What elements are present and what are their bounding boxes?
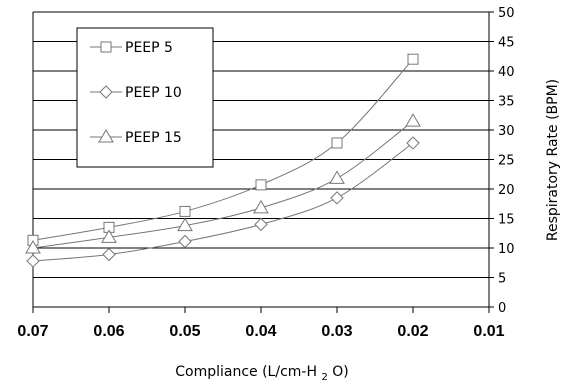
x-tick-label: 0.07 xyxy=(17,323,48,340)
series-area xyxy=(25,53,421,268)
legend-marker xyxy=(100,41,112,53)
data-point xyxy=(26,254,40,268)
series-peep-15 xyxy=(25,113,421,254)
y-tick-label: 25 xyxy=(498,154,515,169)
data-point xyxy=(253,199,269,214)
data-point xyxy=(177,217,193,232)
data-point xyxy=(101,229,117,243)
legend-label: PEEP 5 xyxy=(125,40,173,56)
axis-labels: Compliance (L/cm-H 2 O) Respiratory Rate… xyxy=(175,79,561,384)
y-tick-label: 5 xyxy=(498,272,506,287)
data-point xyxy=(254,217,268,232)
legend-box xyxy=(76,27,214,168)
y-tick-label: 0 xyxy=(498,301,506,316)
legend-label: PEEP 15 xyxy=(125,130,182,146)
data-point xyxy=(405,113,421,127)
x-tick-label: 0.06 xyxy=(93,323,124,340)
data-point xyxy=(407,53,419,65)
y-tick-label: 20 xyxy=(498,183,515,198)
y-tick-label: 50 xyxy=(498,6,515,21)
y-tick-label: 45 xyxy=(498,36,515,51)
legend-marker xyxy=(98,129,114,143)
legend: PEEP 5 PEEP 10 PEEP 15 xyxy=(76,27,214,168)
x-tick-label: 0.01 xyxy=(473,323,504,340)
data-point xyxy=(406,136,420,150)
x-axis-title-main: Compliance (L/cm-H xyxy=(175,364,317,380)
series-peep-10 xyxy=(26,136,420,268)
x-tick-label: 0.04 xyxy=(245,323,276,340)
x-tick-label: 0.03 xyxy=(321,323,352,340)
x-tick-label: 0.02 xyxy=(397,323,428,340)
data-point xyxy=(330,191,344,205)
x-axis-title: Compliance (L/cm-H 2 O) xyxy=(175,364,349,384)
data-point xyxy=(179,205,191,217)
y-tick-label: 15 xyxy=(498,213,515,228)
y-tick-label: 35 xyxy=(498,95,515,110)
y-axis-title: Respiratory Rate (BPM) xyxy=(545,79,561,241)
data-point xyxy=(331,137,343,149)
x-axis-title-subscript: 2 xyxy=(321,372,327,383)
data-point xyxy=(25,240,41,254)
data-point xyxy=(255,179,267,191)
legend-label: PEEP 10 xyxy=(125,85,182,101)
x-tick-label: 0.05 xyxy=(169,323,200,340)
legend-marker xyxy=(99,85,113,99)
data-point xyxy=(102,247,116,262)
axes: 0 5 10 15 20 25 30 35 40 45 50 0.07 0.06 0.05 0.04 0.03… xyxy=(17,6,514,340)
data-point xyxy=(329,170,345,184)
data-point xyxy=(178,234,192,249)
y-tick-label: 30 xyxy=(498,124,515,139)
y-tick-label: 40 xyxy=(498,65,515,80)
x-axis-title-suffix: O) xyxy=(332,364,348,380)
y-tick-label: 10 xyxy=(498,242,515,257)
